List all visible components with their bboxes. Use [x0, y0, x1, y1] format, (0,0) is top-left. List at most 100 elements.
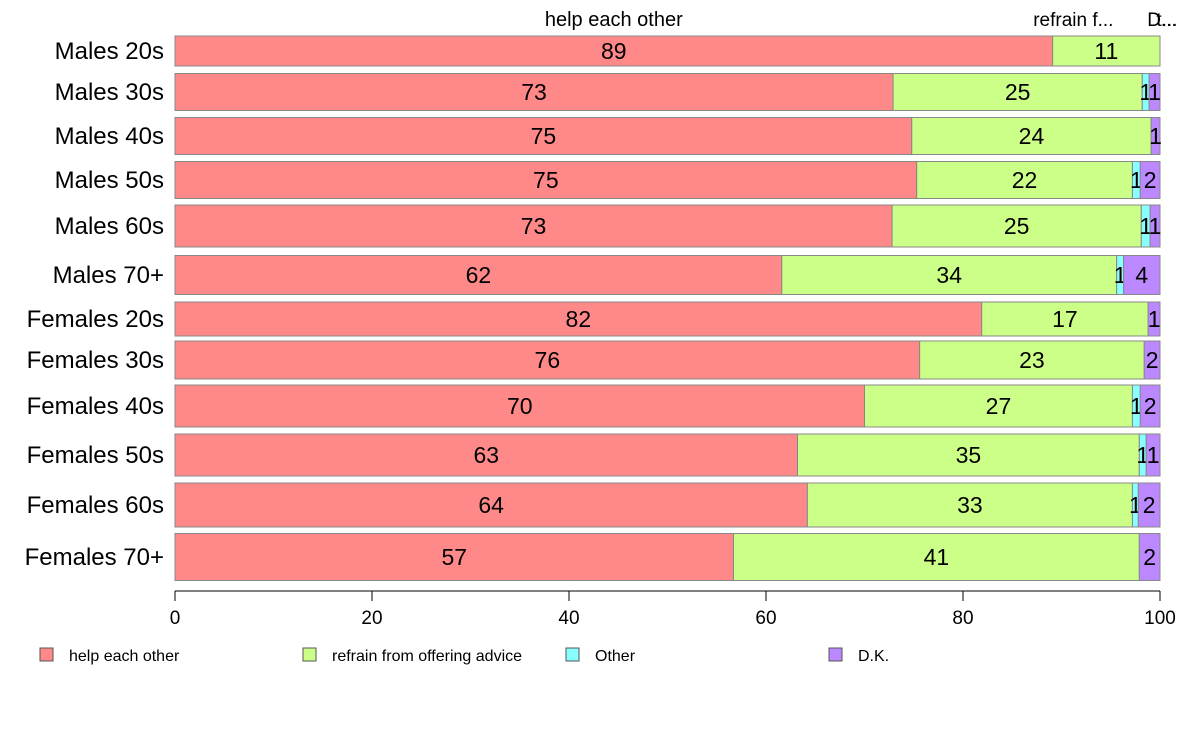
legend-label: refrain from offering advice — [332, 648, 522, 665]
category-label: Females 50s — [27, 442, 164, 469]
bar-segment — [174, 482, 808, 528]
bar-segment — [1143, 340, 1161, 380]
bar-value-label: 73 — [521, 79, 547, 105]
bar-value-label: 1 — [1149, 213, 1162, 239]
bar-segment — [174, 533, 734, 581]
bar-value-label: 76 — [535, 347, 561, 373]
category-label: Males 30s — [55, 79, 164, 106]
bar-segment — [1137, 482, 1161, 528]
x-tick-label: 20 — [361, 608, 382, 629]
bar-value-label: 73 — [521, 213, 547, 239]
bar-value-label: 33 — [957, 492, 983, 518]
bar-row: 73 25 11 — [174, 73, 1161, 111]
category-label: Females 20s — [27, 306, 164, 333]
category-label: Males 40s — [55, 123, 164, 150]
category-labels: Males 20s Males 30s Males 40s Males 50s Male… — [25, 38, 164, 571]
bar-row: 75 24 1 — [174, 117, 1162, 155]
bar-segment — [1149, 204, 1161, 248]
legend-swatch — [302, 647, 317, 662]
bar-segment — [1147, 301, 1161, 337]
category-label: Females 40s — [27, 393, 164, 420]
column-headers: help each other refrain f... D...t... — [545, 9, 1178, 31]
bar-value-label: 1 — [1130, 393, 1143, 419]
bar-value-label: 27 — [986, 393, 1012, 419]
category-label: Males 50s — [55, 167, 164, 194]
bar-segment — [911, 117, 1152, 155]
x-tick-label: 40 — [558, 608, 579, 629]
bar-value-label: 75 — [533, 167, 559, 193]
x-tick-label: 80 — [952, 608, 973, 629]
bar-segment — [174, 340, 921, 380]
bar-segment — [174, 433, 799, 477]
x-tick-label: 60 — [755, 608, 776, 629]
bar-segment — [797, 433, 1140, 477]
bar-row: 82 17 1 — [174, 301, 1161, 337]
bar-row: 57 41 2 — [174, 533, 1161, 581]
bar-segment — [806, 482, 1133, 528]
x-tick-label: 100 — [1144, 608, 1176, 629]
bar-value-label: 25 — [1004, 213, 1030, 239]
bar-value-label: 2 — [1144, 393, 1157, 419]
bar-row: 89 11 — [174, 35, 1161, 67]
bar-value-label: 4 — [1135, 262, 1148, 288]
bar-value-label: 22 — [1012, 167, 1038, 193]
bar-segment — [864, 384, 1133, 428]
bar-row: 62 34 1 4 — [174, 255, 1161, 295]
bar-value-label: 2 — [1143, 544, 1156, 570]
bar-row: 70 27 1 2 — [174, 384, 1161, 428]
legend-label: Other — [595, 648, 636, 665]
bar-row: 63 35 11 — [174, 433, 1161, 477]
bar-segment — [1145, 433, 1161, 477]
legend-item: D.K. — [828, 647, 889, 665]
column-header-1: help each other — [545, 9, 683, 31]
bar-segment — [981, 301, 1149, 337]
bar-segment — [891, 204, 1142, 248]
column-header-3: D... — [1147, 10, 1177, 31]
bar-value-label: 24 — [1019, 123, 1045, 149]
bar-segment — [916, 161, 1133, 199]
bar-segment — [919, 340, 1145, 380]
legend-swatch — [565, 647, 580, 662]
bar-value-label: 1 — [1149, 123, 1162, 149]
bar-value-label: 2 — [1146, 347, 1159, 373]
bar-segment — [781, 255, 1118, 295]
bar-value-label: 11 — [1094, 38, 1118, 64]
bar-segment — [174, 117, 913, 155]
bar-value-label: 82 — [566, 306, 592, 332]
bar-value-label: 34 — [936, 262, 962, 288]
bar-segment — [1139, 384, 1161, 428]
bar-value-label: 64 — [478, 492, 504, 518]
bar-value-label: 17 — [1052, 306, 1078, 332]
category-label: Males 70+ — [53, 262, 164, 289]
bar-segment — [1139, 161, 1161, 199]
bar-value-label: 1 — [1130, 167, 1143, 193]
category-label: Females 60s — [27, 492, 164, 519]
bar-value-label: 2 — [1144, 167, 1157, 193]
legend-swatch — [828, 647, 843, 662]
x-axis: 0 20 40 60 80 100 — [170, 590, 1176, 629]
bar-value-label: 41 — [924, 544, 950, 570]
legend-item: Other — [565, 647, 636, 665]
bar-row: 64 33 1 2 — [174, 482, 1161, 528]
legend: help each other refrain from offering adv… — [39, 647, 889, 665]
legend-label: help each other — [69, 648, 180, 665]
bar-value-label: 70 — [507, 393, 533, 419]
bar-segment — [732, 533, 1140, 581]
legend-item: refrain from offering advice — [302, 647, 522, 665]
bar-value-label: 62 — [466, 262, 492, 288]
bar-segment — [1148, 73, 1161, 111]
category-label: Males 20s — [55, 38, 164, 65]
category-label: Males 60s — [55, 213, 164, 240]
bar-segment — [1150, 117, 1161, 155]
bar-value-label: 25 — [1005, 79, 1031, 105]
bar-value-label: 1 — [1148, 79, 1161, 105]
bar-value-label: 57 — [441, 544, 467, 570]
legend-swatch — [39, 647, 54, 662]
bar-segment — [1138, 533, 1161, 581]
bar-row: 73 25 11 — [174, 204, 1162, 248]
bar-value-label: 23 — [1019, 347, 1045, 373]
bar-value-label: 75 — [531, 123, 557, 149]
bar-value-label: 35 — [956, 442, 982, 468]
